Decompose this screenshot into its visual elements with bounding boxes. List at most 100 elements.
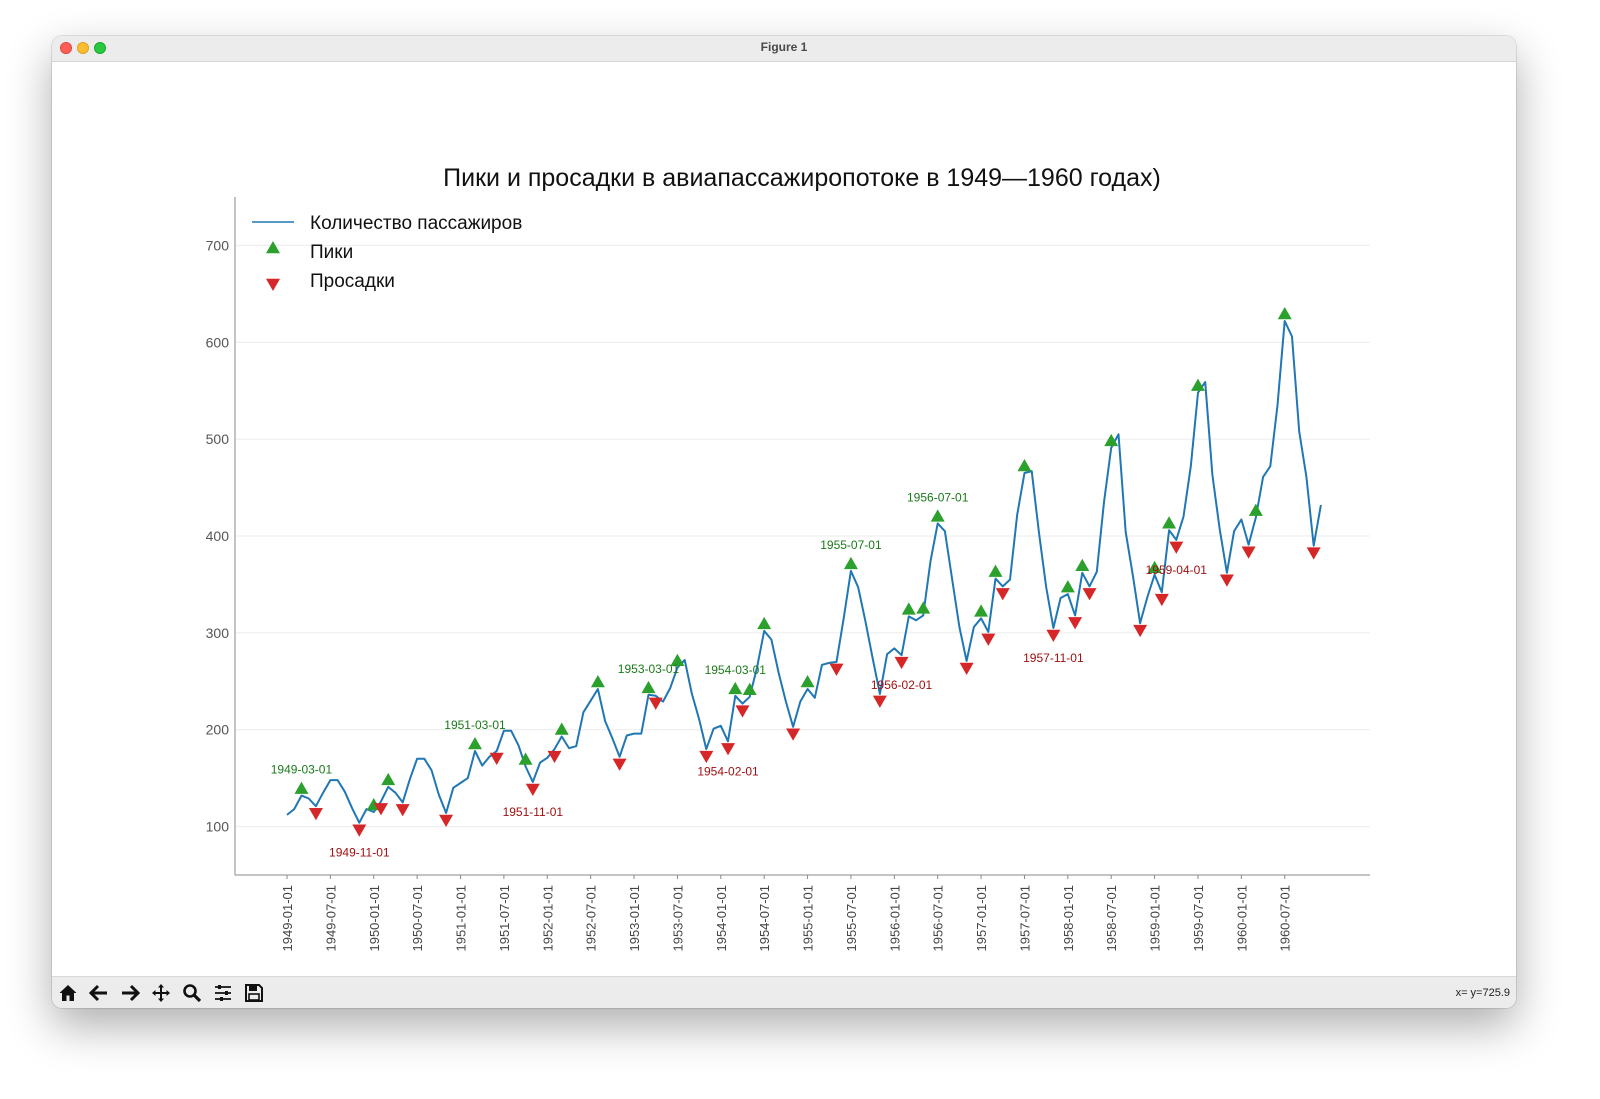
peak-marker — [590, 675, 605, 688]
trough-marker — [1219, 574, 1234, 587]
maximize-button[interactable] — [94, 42, 106, 54]
forward-icon — [122, 984, 140, 1002]
peak-marker — [742, 682, 757, 696]
x-tick-label: 1957-07-01 — [1017, 885, 1032, 952]
trough-marker — [352, 824, 367, 837]
trough-marker — [1169, 541, 1184, 554]
trough-marker — [439, 814, 454, 828]
trough-marker — [699, 750, 714, 764]
x-tick-label: 1960-01-01 — [1234, 885, 1249, 952]
x-tick-label: 1955-07-01 — [844, 885, 859, 952]
trough-marker — [829, 663, 844, 676]
x-tick-label: 1955-01-01 — [801, 885, 816, 952]
x-tick-label: 1950-07-01 — [410, 885, 425, 952]
peak-marker — [757, 616, 772, 630]
cursor-coordinates: x= y=725.9 — [1455, 987, 1510, 999]
pan-button[interactable] — [148, 981, 174, 1005]
x-tick-label: 1952-07-01 — [584, 885, 599, 952]
figure-window: Figure 1 100 200 300 400 500 600 700 1949-01-01… — [52, 36, 1516, 1008]
trough-marker — [786, 728, 801, 741]
trough-marker — [525, 783, 540, 797]
close-button[interactable] — [60, 42, 72, 54]
x-tick-label: 1959-01-01 — [1148, 885, 1163, 952]
zoom-button[interactable] — [179, 981, 205, 1005]
x-tick-label: 1956-07-01 — [931, 885, 946, 952]
trough-annotation: 1957-11-01 — [1023, 651, 1084, 665]
figure-canvas[interactable]: 100 200 300 400 500 600 700 1949-01-01 1949-07-0… — [52, 62, 1516, 976]
x-tick-label: 1958-07-01 — [1104, 885, 1119, 952]
trough-annotation: 1951-11-01 — [503, 805, 564, 819]
peak-marker — [554, 722, 569, 735]
peak-marker — [294, 781, 309, 794]
peak-marker — [518, 752, 533, 765]
trough-marker — [547, 750, 562, 764]
trough-marker — [308, 807, 323, 821]
x-tick-label: 1956-01-01 — [887, 885, 902, 952]
trough-marker — [959, 662, 974, 675]
x-tick-label: 1949-07-01 — [323, 885, 338, 952]
peak-marker — [974, 604, 989, 617]
configure-button[interactable] — [210, 981, 236, 1005]
y-tick-label: 300 — [206, 625, 230, 641]
forward-button[interactable] — [117, 981, 143, 1005]
home-button[interactable] — [55, 981, 81, 1005]
peak-annotation: 1955-07-01 — [820, 538, 882, 552]
trough-marker — [872, 695, 887, 708]
peak-annotation: 1953-03-01 — [618, 662, 680, 676]
peak-marker — [1147, 560, 1162, 573]
chart: 100 200 300 400 500 600 700 1949-01-01 1949-07-0… — [206, 164, 1370, 952]
save-button[interactable] — [241, 981, 267, 1005]
trough-marker — [995, 588, 1010, 601]
save-icon — [245, 984, 263, 1002]
x-tick-label: 1954-01-01 — [714, 885, 729, 952]
trough-annotation: 1954-02-01 — [697, 764, 759, 778]
x-tick-label: 1950-01-01 — [367, 885, 382, 952]
minimize-button[interactable] — [77, 42, 89, 54]
x-tick-label: 1953-01-01 — [627, 885, 642, 952]
peak-marker — [1060, 580, 1075, 593]
legend-label-troughs: Просадки — [310, 271, 395, 292]
pan-icon — [152, 984, 170, 1002]
trough-marker — [489, 752, 504, 766]
peak-marker — [916, 601, 931, 614]
x-tick-label: 1949-01-01 — [280, 885, 295, 952]
trough-marker — [981, 633, 996, 646]
peak-marker — [1248, 503, 1263, 516]
peak-annotation: 1949-03-01 — [271, 763, 333, 777]
peak-marker — [381, 772, 396, 786]
trough-marker — [735, 705, 750, 718]
y-tick-label: 400 — [206, 528, 230, 544]
y-tick-label: 500 — [206, 431, 230, 447]
peak-marker — [800, 675, 815, 688]
y-tick-label: 700 — [206, 237, 230, 253]
peak-marker — [1075, 558, 1090, 572]
peak-marker — [467, 737, 482, 750]
x-tick-label: 1952-01-01 — [540, 885, 555, 952]
x-tick-label: 1958-01-01 — [1061, 885, 1076, 952]
window-title: Figure 1 — [760, 40, 808, 54]
home-icon — [59, 985, 77, 1001]
legend-peak-marker — [266, 241, 280, 254]
trough-marker — [1154, 593, 1169, 607]
peak-marker — [641, 680, 656, 694]
chart-title: Пики и просадки в авиапассажиропотоке в … — [443, 164, 1161, 192]
passenger-series-line — [286, 320, 1322, 824]
x-tick-label: 1957-01-01 — [974, 885, 989, 952]
trough-annotation: 1959-04-01 — [1146, 563, 1208, 577]
zoom-icon — [183, 984, 202, 1003]
trough-annotation: 1956-02-01 — [871, 678, 933, 692]
trough-marker — [894, 656, 909, 670]
trough-marker — [1082, 588, 1097, 601]
peak-marker — [930, 509, 945, 522]
trough-marker — [1306, 547, 1321, 560]
trough-marker — [648, 697, 663, 710]
back-button[interactable] — [86, 981, 112, 1005]
y-tick-label: 100 — [206, 819, 230, 835]
peak-annotation: 1956-07-01 — [907, 490, 969, 504]
x-tick-label: 1954-07-01 — [757, 885, 772, 952]
title-bar: Figure 1 — [52, 36, 1516, 62]
trough-marker — [1046, 629, 1061, 643]
peak-marker — [901, 602, 916, 615]
peak-marker — [1162, 516, 1177, 529]
legend-trough-marker — [266, 278, 280, 291]
